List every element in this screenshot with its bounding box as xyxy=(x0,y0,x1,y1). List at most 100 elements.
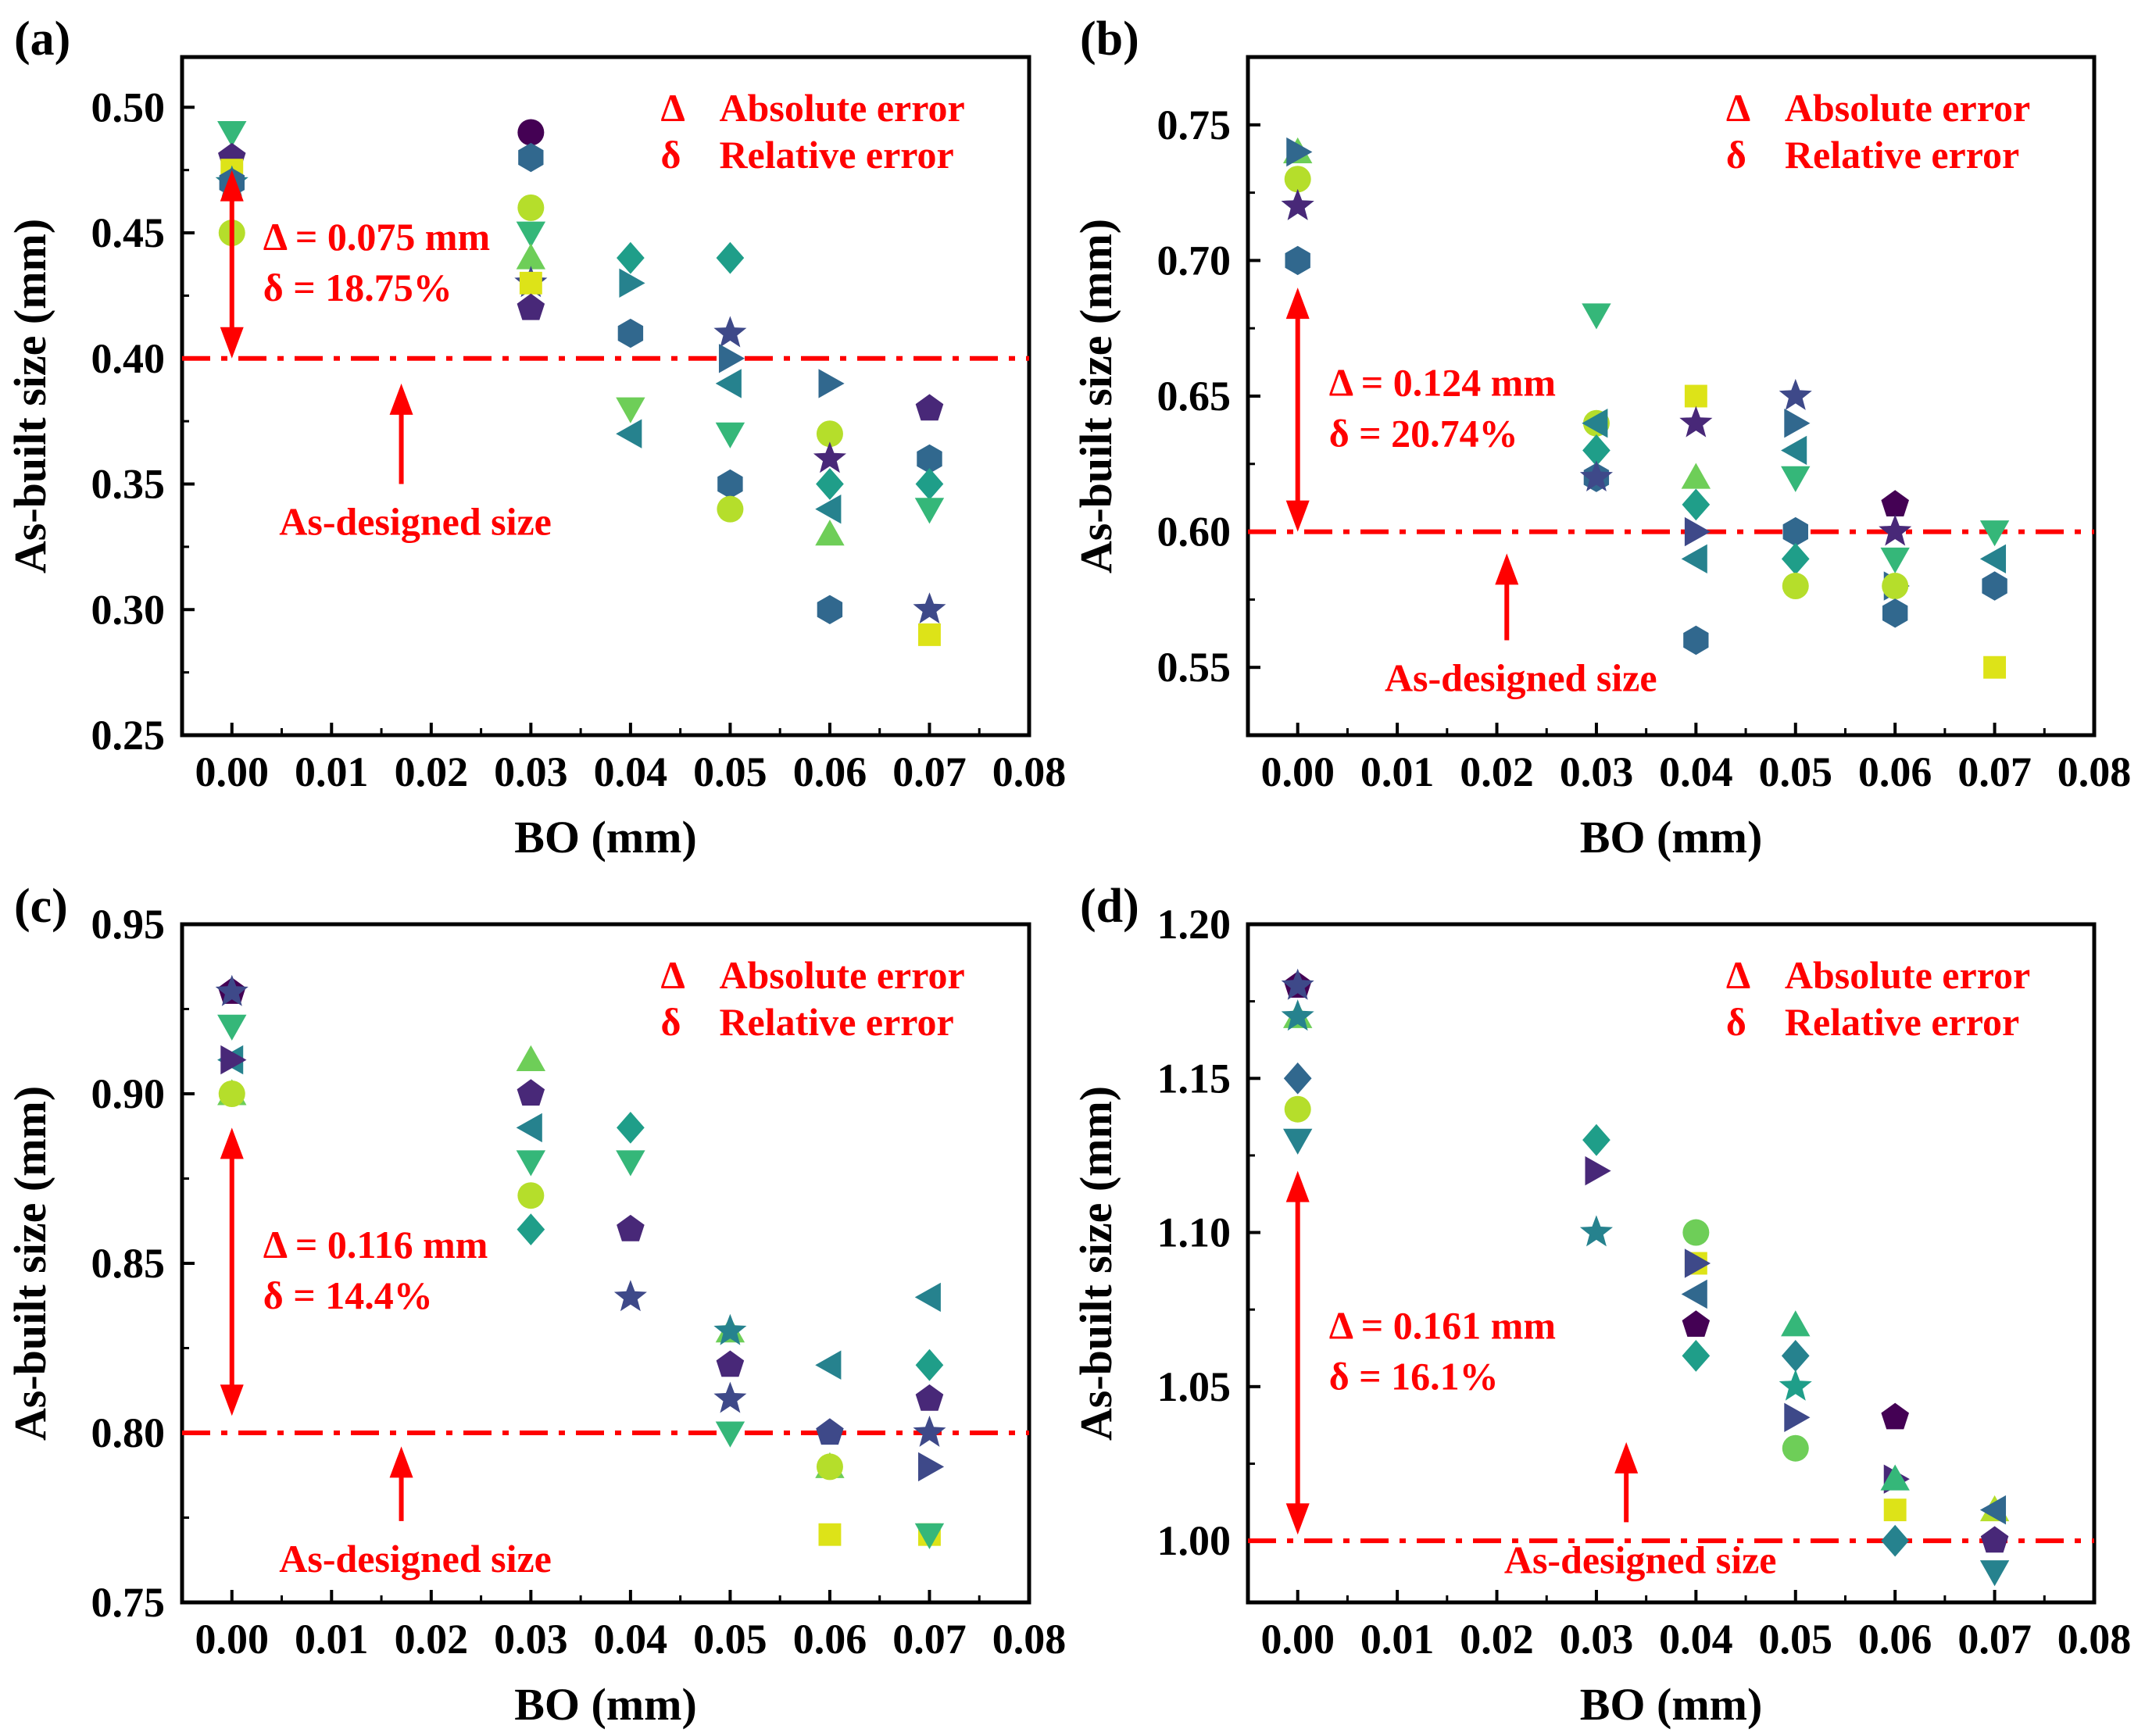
x-tick-label: 0.07 xyxy=(1957,1616,2032,1663)
x-tick-label: 0.00 xyxy=(1260,748,1335,795)
data-point xyxy=(713,316,747,348)
data-point xyxy=(619,268,645,298)
data-point xyxy=(215,974,248,1006)
x-tick-label: 0.03 xyxy=(494,1616,568,1663)
data-point xyxy=(813,441,846,473)
data-point xyxy=(1882,573,1909,600)
x-tick-label: 0.07 xyxy=(892,748,967,795)
legend-abs-symbol: Δ xyxy=(1726,953,1750,997)
data-point xyxy=(1980,1526,2009,1553)
x-tick-label: 0.00 xyxy=(195,1616,270,1663)
data-point xyxy=(1779,378,1812,410)
data-point xyxy=(1286,137,1313,167)
data-point xyxy=(715,369,742,398)
y-tick-label: 0.65 xyxy=(1157,373,1232,420)
data-point xyxy=(518,142,544,173)
data-point xyxy=(713,1381,747,1413)
legend-abs-symbol: Δ xyxy=(1726,86,1750,130)
data-point xyxy=(718,344,745,373)
data-point xyxy=(217,120,247,148)
x-tick-label: 0.04 xyxy=(1659,1616,1733,1663)
y-tick-label: 1.05 xyxy=(1157,1363,1232,1410)
error-arrow-head-up xyxy=(1285,1170,1310,1202)
y-tick-label: 0.80 xyxy=(91,1409,166,1456)
panel-label: (b) xyxy=(1080,13,1139,66)
data-point xyxy=(1684,516,1711,547)
legend-abs-label: Absolute error xyxy=(719,953,964,997)
data-point xyxy=(1979,520,2010,547)
data-point xyxy=(913,592,946,624)
data-point xyxy=(1684,384,1707,408)
data-point xyxy=(1682,488,1711,521)
x-tick-label: 0.06 xyxy=(1858,748,1932,795)
data-point xyxy=(717,469,743,499)
x-tick-label: 0.03 xyxy=(1560,1616,1634,1663)
x-axis-title: BO (mm) xyxy=(514,1679,697,1730)
data-point xyxy=(516,243,546,270)
data-point xyxy=(1284,166,1311,193)
x-tick-label: 0.08 xyxy=(992,1616,1067,1663)
legend-abs-symbol: Δ xyxy=(660,86,685,130)
data-point xyxy=(1579,460,1613,491)
x-tick-label: 0.05 xyxy=(693,1616,767,1663)
data-point xyxy=(915,1384,944,1411)
data-point xyxy=(616,397,645,423)
data-point xyxy=(1982,571,2007,601)
y-tick-label: 0.75 xyxy=(91,1579,166,1626)
y-tick-label: 1.00 xyxy=(1157,1517,1232,1564)
data-point xyxy=(1681,544,1707,574)
x-tick-label: 0.00 xyxy=(1260,1616,1335,1663)
data-point xyxy=(816,1418,844,1445)
y-tick-label: 0.85 xyxy=(91,1240,166,1287)
data-point xyxy=(517,119,545,146)
data-point xyxy=(818,1523,842,1546)
error-arrow-head-up xyxy=(1285,288,1310,320)
data-point xyxy=(1782,516,1808,547)
rel-error-text: δ = 14.4% xyxy=(263,1273,433,1317)
x-tick-label: 0.08 xyxy=(2057,748,2132,795)
data-point xyxy=(1979,544,2007,574)
data-point xyxy=(616,1150,645,1177)
data-point xyxy=(1881,1524,1910,1557)
data-point xyxy=(1582,1123,1611,1156)
data-point xyxy=(517,1079,545,1106)
data-point xyxy=(517,194,545,221)
x-tick-label: 0.00 xyxy=(195,748,270,795)
data-point xyxy=(1679,405,1713,438)
x-tick-label: 0.06 xyxy=(1858,1616,1932,1663)
data-point xyxy=(915,394,944,421)
panel-label: (a) xyxy=(14,13,70,66)
abs-error-text: Δ = 0.161 mm xyxy=(1329,1303,1556,1347)
legend-rel-symbol: δ xyxy=(1726,133,1746,177)
legend-rel-symbol: δ xyxy=(1726,1000,1746,1044)
legend-rel-label: Relative error xyxy=(719,133,953,177)
y-tick-label: 0.25 xyxy=(91,712,166,759)
data-point xyxy=(1681,1279,1707,1309)
y-tick-label: 0.35 xyxy=(91,461,166,508)
x-tick-label: 0.01 xyxy=(295,1616,369,1663)
data-point xyxy=(1979,1560,2010,1587)
error-arrow-head-down xyxy=(220,1384,244,1416)
legend-abs-label: Absolute error xyxy=(1785,953,2030,997)
x-tick-label: 0.05 xyxy=(693,748,767,795)
data-point xyxy=(918,1452,945,1482)
data-point xyxy=(1283,1128,1313,1155)
legend-rel-symbol: δ xyxy=(660,133,681,177)
x-tick-label: 0.06 xyxy=(793,1616,867,1663)
data-point xyxy=(1281,188,1314,220)
rel-error-text: δ = 20.74% xyxy=(1329,411,1518,455)
y-axis-title: As-built size (mm) xyxy=(5,219,55,573)
data-point xyxy=(517,1182,545,1209)
data-point xyxy=(516,1045,546,1072)
error-arrow-head-down xyxy=(1285,500,1310,532)
designed-arrow-head xyxy=(389,1446,413,1478)
data-point xyxy=(517,1213,545,1245)
x-tick-label: 0.08 xyxy=(2057,1616,2132,1663)
data-point xyxy=(914,1282,941,1313)
designed-size-label: As-designed size xyxy=(1504,1538,1777,1581)
data-point xyxy=(914,1523,945,1549)
legend-abs-label: Absolute error xyxy=(719,86,964,130)
rel-error-text: δ = 16.1% xyxy=(1329,1354,1499,1398)
data-point xyxy=(617,1112,645,1144)
